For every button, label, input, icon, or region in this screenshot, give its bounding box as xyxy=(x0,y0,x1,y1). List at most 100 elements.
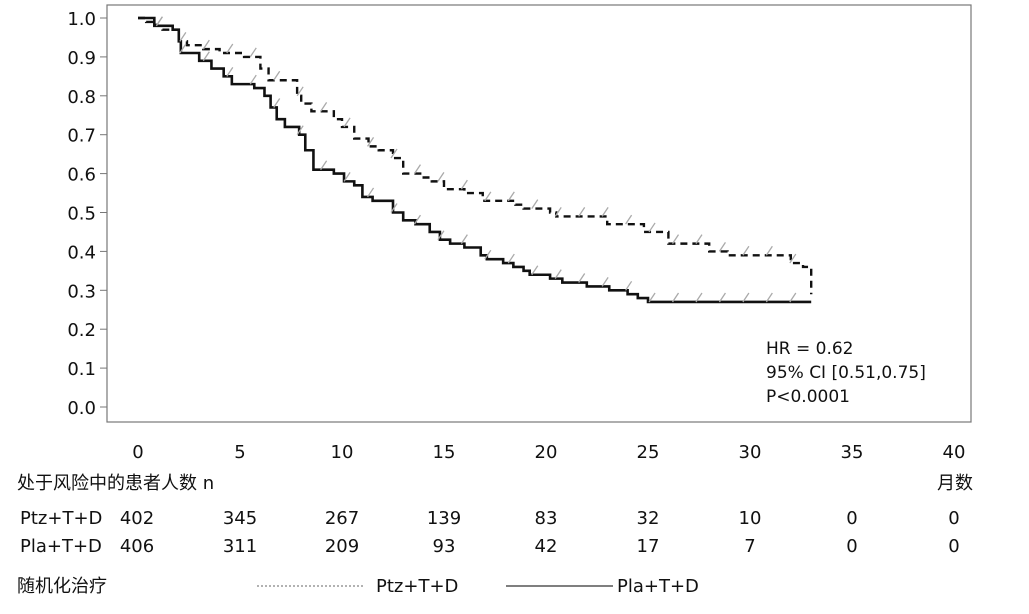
censor-mark xyxy=(765,292,773,303)
censor-marks xyxy=(155,16,797,303)
censor-mark xyxy=(320,101,328,112)
censor-mark xyxy=(460,179,468,190)
censor-mark xyxy=(366,137,375,147)
censor-mark xyxy=(507,191,515,202)
at-risk-value: 32 xyxy=(637,508,660,529)
at-risk-value: 93 xyxy=(433,536,456,557)
stats-annotation: HR = 0.62 95% CI [0.51,0.75] P<0.0001 xyxy=(766,339,926,407)
at-risk-value: 0 xyxy=(846,536,857,557)
censor-mark xyxy=(179,43,187,54)
censor-mark xyxy=(742,292,750,303)
censor-mark xyxy=(718,242,726,252)
censor-mark xyxy=(578,273,586,283)
censor-mark xyxy=(273,98,281,108)
censor-mark xyxy=(202,51,210,62)
y-tick-label: 0.4 xyxy=(67,242,96,263)
at-risk-value: 139 xyxy=(427,508,461,529)
legend-label-pla: Pla+T+D xyxy=(617,576,699,597)
censor-mark xyxy=(625,280,633,291)
x-axis: 0 5 10 15 20 25 30 35 40 xyxy=(132,442,965,463)
censor-mark xyxy=(695,234,703,244)
censor-mark xyxy=(742,245,750,256)
censor-mark xyxy=(296,86,304,97)
y-tick-label: 0.1 xyxy=(67,359,96,380)
at-risk-value: 0 xyxy=(948,508,959,529)
y-tick-label: 0.0 xyxy=(67,398,96,419)
y-tick-label: 0.8 xyxy=(67,87,96,108)
censor-mark xyxy=(437,172,445,182)
censor-mark xyxy=(273,70,281,81)
at-risk-value: 267 xyxy=(325,508,359,529)
censor-mark xyxy=(390,203,398,213)
legend-title: 随机化治疗 xyxy=(17,576,107,597)
censor-mark xyxy=(413,214,422,225)
censor-mark xyxy=(507,253,515,264)
censor-mark xyxy=(789,253,797,264)
censor-mark xyxy=(671,234,680,244)
x-tick-label: 20 xyxy=(535,442,558,463)
censor-mark xyxy=(484,191,492,202)
y-tick-label: 0.3 xyxy=(67,281,96,302)
censor-mark xyxy=(554,269,562,279)
censor-mark xyxy=(343,117,351,128)
x-tick-label: 40 xyxy=(943,442,966,463)
plot-frame xyxy=(106,4,972,423)
censor-mark xyxy=(789,292,797,303)
km-curve-ptz xyxy=(138,16,813,295)
censor-mark xyxy=(296,125,304,136)
censor-mark xyxy=(343,172,351,182)
at-risk-value: 17 xyxy=(637,536,660,557)
ci-text: 95% CI [0.51,0.75] xyxy=(766,363,926,383)
censor-mark xyxy=(601,277,609,287)
x-tick-label: 25 xyxy=(637,442,660,463)
censor-mark xyxy=(601,207,609,217)
censor-mark xyxy=(484,249,492,260)
censor-mark xyxy=(249,47,257,58)
km-curve-pla xyxy=(138,16,812,304)
at-risk-value: 83 xyxy=(535,508,558,529)
censor-mark xyxy=(671,292,680,303)
at-risk-header: 处于风险中的患者人数 n xyxy=(17,473,214,494)
censor-mark xyxy=(202,39,210,50)
at-risk-value: 42 xyxy=(535,536,558,557)
censor-mark xyxy=(718,292,726,303)
censor-mark xyxy=(578,207,586,217)
censor-mark xyxy=(554,207,562,217)
at-risk-value: 7 xyxy=(744,536,755,557)
censor-mark xyxy=(648,222,656,233)
y-axis: 0.0 0.1 0.2 0.3 0.4 0.5 0.6 0.7 0.8 0.9 1.0 xyxy=(67,9,107,419)
legend: 随机化治疗 Ptz+T+D Pla+T+D xyxy=(17,576,699,597)
censor-mark xyxy=(625,214,633,225)
at-risk-value: 311 xyxy=(223,536,257,557)
x-tick-label: 30 xyxy=(739,442,762,463)
at-risk-values: 402 345 267 139 83 32 10 0 0 406 311 209 93 42 17 7 0 0 xyxy=(120,508,960,557)
x-unit-label: 月数 xyxy=(937,473,973,494)
hr-text: HR = 0.62 xyxy=(766,339,854,359)
censor-mark xyxy=(460,234,468,244)
y-tick-label: 0.5 xyxy=(67,204,96,225)
curves xyxy=(138,16,813,304)
at-risk-value: 209 xyxy=(325,536,359,557)
censor-mark xyxy=(320,160,328,171)
at-risk-value: 0 xyxy=(948,536,959,557)
censor-mark xyxy=(179,31,187,42)
at-risk-row-label-ptz: Ptz+T+D xyxy=(20,508,102,529)
at-risk-value: 10 xyxy=(739,508,762,529)
x-tick-label: 10 xyxy=(331,442,354,463)
y-tick-label: 0.7 xyxy=(67,126,96,147)
at-risk-value: 402 xyxy=(120,508,154,529)
x-tick-label: 5 xyxy=(234,442,245,463)
censor-mark xyxy=(366,187,375,198)
censor-mark xyxy=(765,245,773,256)
at-risk-value: 345 xyxy=(223,508,257,529)
at-risk-row-label-pla: Pla+T+D xyxy=(20,536,102,557)
x-tick-label: 15 xyxy=(433,442,456,463)
censor-mark xyxy=(249,74,257,85)
censor-mark xyxy=(155,16,163,27)
x-tick-label: 0 xyxy=(132,442,143,463)
censor-mark xyxy=(226,66,234,77)
at-risk-value: 406 xyxy=(120,536,154,557)
y-tick-label: 0.2 xyxy=(67,320,96,341)
x-tick-label: 35 xyxy=(841,442,864,463)
